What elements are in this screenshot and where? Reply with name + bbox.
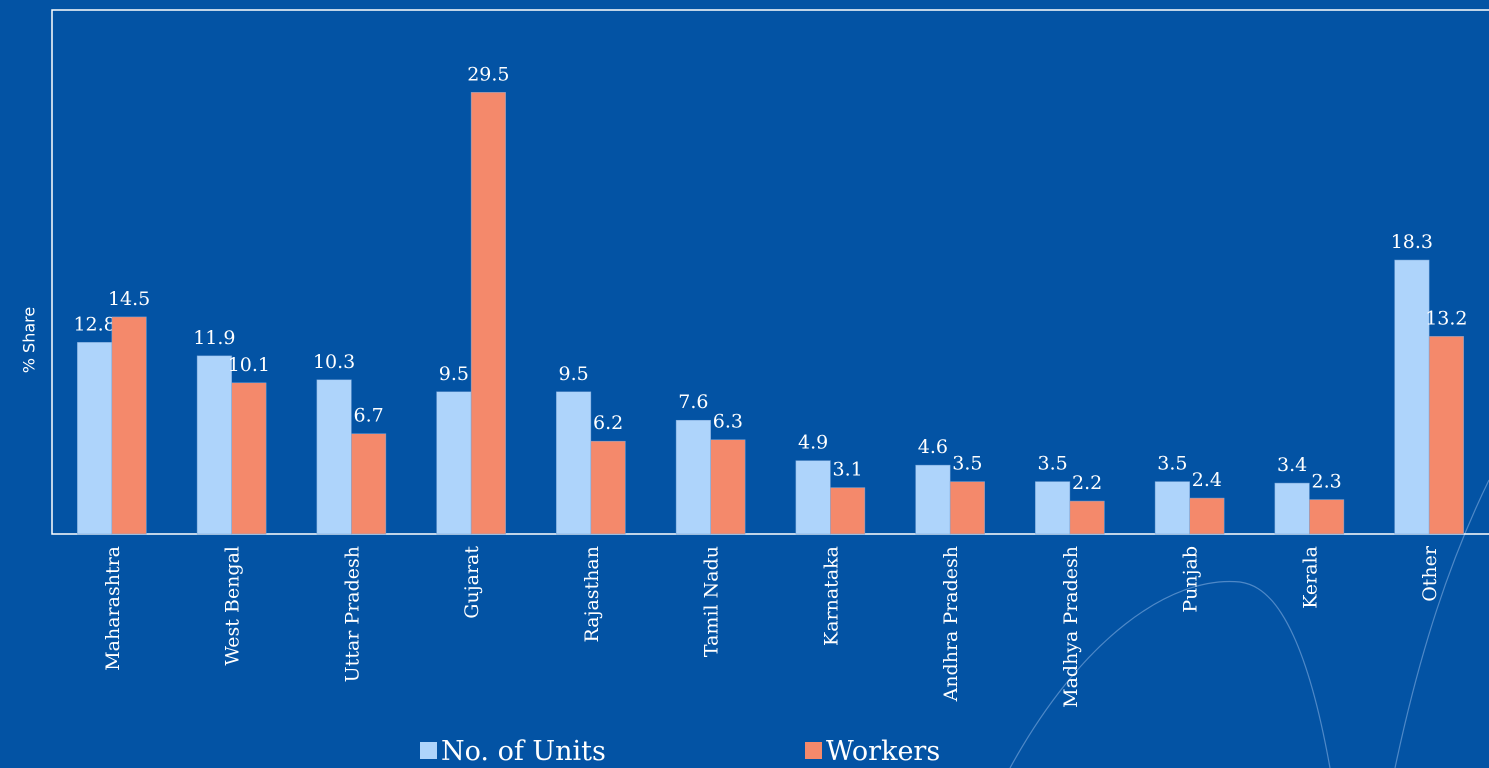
- legend-label: No. of Units: [441, 736, 606, 767]
- bar: [710, 439, 746, 535]
- bar: [1394, 259, 1430, 535]
- decoration: [1009, 479, 1489, 768]
- x-tick-label: Maharashtra: [102, 546, 124, 671]
- bar: [1069, 500, 1105, 535]
- bar: [316, 379, 352, 535]
- data-label: 2.3: [1312, 471, 1342, 493]
- y-axis-label: % Share: [20, 307, 39, 373]
- x-tick-label: Madhya Pradesh: [1060, 546, 1082, 708]
- bar: [1189, 497, 1225, 535]
- data-label: 2.2: [1072, 472, 1102, 494]
- data-label: 12.8: [73, 313, 115, 335]
- data-label: 18.3: [1391, 231, 1433, 253]
- x-tick-label: Gujarat: [461, 546, 483, 619]
- bar: [949, 481, 985, 535]
- x-tick-label: Karnataka: [820, 546, 842, 646]
- bar: [1309, 499, 1345, 535]
- bar: [470, 92, 506, 535]
- bar: [111, 316, 147, 535]
- data-label: 6.2: [593, 412, 623, 434]
- data-label: 9.5: [439, 363, 469, 385]
- bar: [231, 382, 267, 535]
- data-label: 10.3: [313, 351, 355, 373]
- bar: [77, 342, 113, 535]
- data-label: 7.6: [678, 391, 708, 413]
- bar: [830, 487, 866, 535]
- data-label: 10.1: [228, 354, 270, 376]
- data-label: 6.3: [713, 411, 743, 433]
- data-label: 14.5: [108, 288, 150, 310]
- data-label: 3.5: [1157, 453, 1187, 475]
- data-label: 3.5: [952, 453, 982, 475]
- bar: [795, 460, 831, 535]
- data-label: 3.4: [1277, 454, 1307, 476]
- legend-label: Workers: [826, 736, 940, 767]
- data-label: 9.5: [559, 363, 589, 385]
- x-tick-label: Punjab: [1180, 546, 1202, 613]
- bar: [556, 391, 592, 535]
- x-tick-label: Other: [1419, 545, 1441, 602]
- x-tick-label: Kerala: [1299, 546, 1321, 609]
- data-label: 4.6: [918, 436, 948, 458]
- data-label: 29.5: [467, 63, 509, 85]
- data-label: 3.5: [1038, 453, 1068, 475]
- x-tick-label: Tamil Nadu: [701, 546, 723, 657]
- x-tick-label: Rajasthan: [581, 546, 603, 642]
- bar: [590, 440, 626, 535]
- x-tick-label: Andhra Pradesh: [940, 546, 962, 702]
- data-label: 3.1: [833, 459, 863, 481]
- data-label: 4.9: [798, 432, 828, 454]
- x-tick-label: West Bengal: [222, 546, 244, 666]
- legend-swatch: [420, 742, 437, 759]
- legend-swatch: [805, 742, 822, 759]
- bar: [675, 419, 711, 535]
- bar: [436, 391, 472, 535]
- bar: [915, 464, 951, 535]
- data-label: 11.9: [193, 327, 235, 349]
- plot-frame: [51, 9, 1489, 535]
- data-label: 6.7: [354, 405, 384, 427]
- bar: [1154, 481, 1190, 535]
- data-label: 13.2: [1425, 307, 1467, 329]
- bar: [1274, 482, 1310, 535]
- bar: [1428, 336, 1464, 535]
- bar: [1035, 481, 1071, 535]
- x-tick-label: Uttar Pradesh: [341, 546, 363, 682]
- bar: [196, 355, 232, 535]
- data-label: 2.4: [1192, 469, 1222, 491]
- bar: [351, 433, 387, 535]
